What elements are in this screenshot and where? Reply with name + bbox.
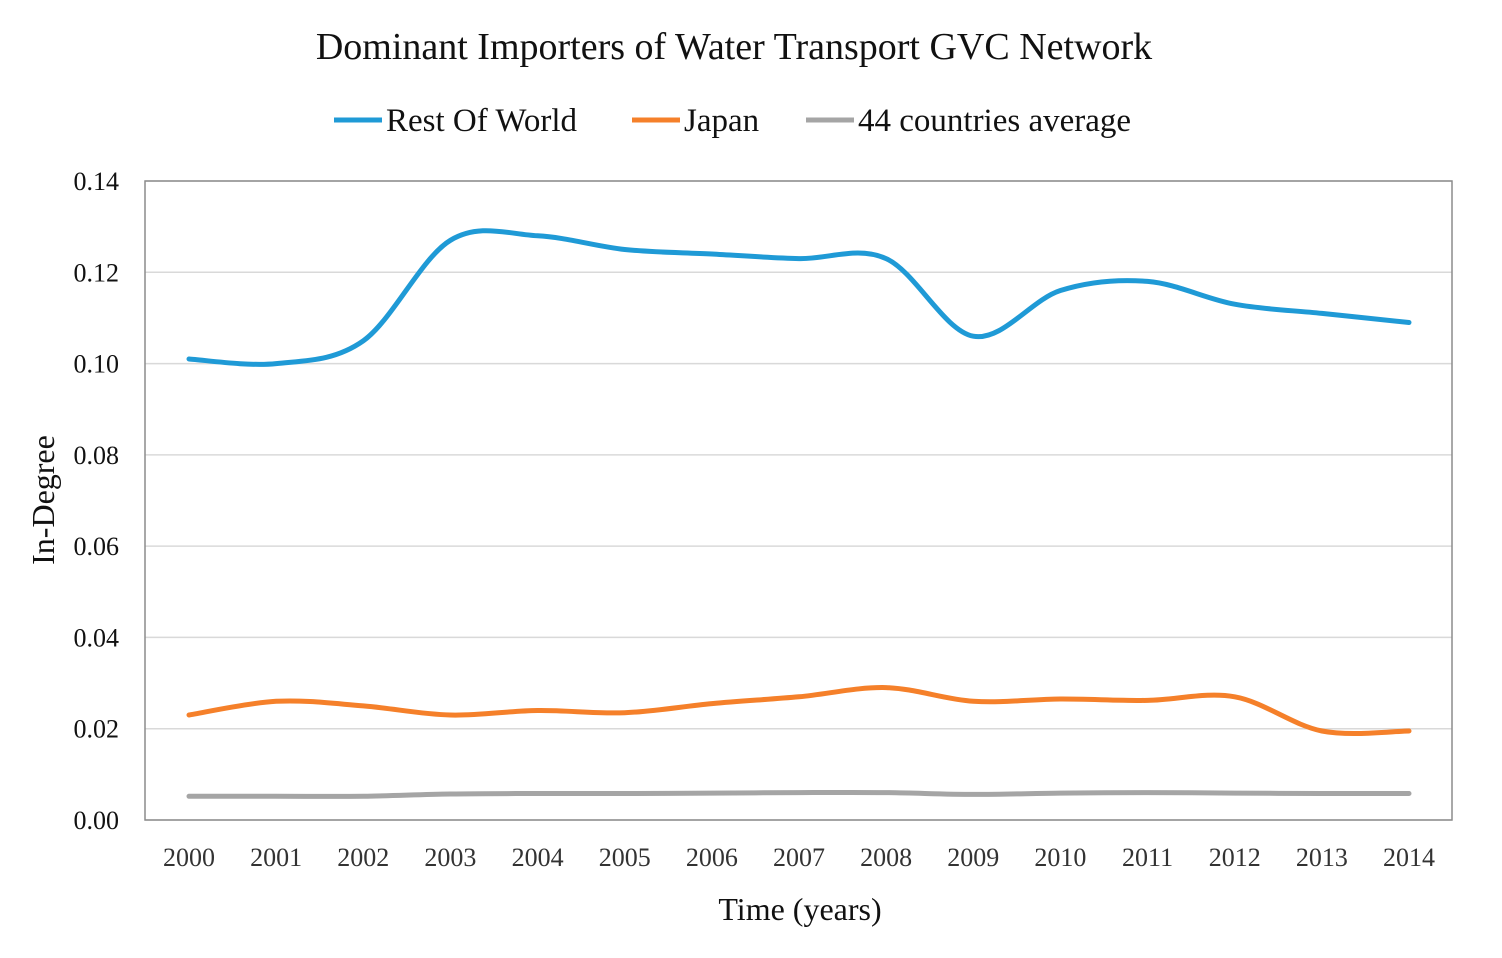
y-tick-label: 0.04 bbox=[74, 623, 120, 652]
x-tick-label: 2002 bbox=[337, 843, 389, 872]
legend: Rest Of World Japan 44 countries average bbox=[334, 103, 1131, 139]
y-tick-label: 0.00 bbox=[74, 806, 120, 835]
chart-title: Dominant Importers of Water Transport GV… bbox=[316, 26, 1152, 68]
x-tick-label: 2003 bbox=[424, 843, 476, 872]
y-axis: 0.00 0.02 0.04 0.06 0.08 0.10 0.12 0.14 bbox=[74, 167, 120, 835]
y-axis-label: In-Degree bbox=[25, 435, 61, 565]
y-tick-label: 0.12 bbox=[74, 258, 120, 287]
x-tick-label: 2012 bbox=[1209, 843, 1261, 872]
x-tick-label: 2014 bbox=[1383, 843, 1435, 872]
x-tick-label: 2007 bbox=[773, 843, 825, 872]
legend-label-44-countries-average: 44 countries average bbox=[858, 103, 1131, 139]
x-tick-label: 2000 bbox=[163, 843, 215, 872]
y-tick-label: 0.08 bbox=[74, 441, 120, 470]
x-tick-label: 2005 bbox=[599, 843, 651, 872]
x-tick-label: 2001 bbox=[250, 843, 302, 872]
x-axis: 2000 2001 2002 2003 2004 2005 2006 2007 2008 2009… bbox=[163, 843, 1435, 872]
series-line-japan bbox=[186, 685, 1412, 737]
series-lines bbox=[186, 228, 1412, 799]
x-tick-label: 2004 bbox=[512, 843, 564, 872]
legend-label-japan: Japan bbox=[684, 103, 759, 139]
x-tick-label: 2010 bbox=[1034, 843, 1086, 872]
y-tick-label: 0.06 bbox=[74, 532, 120, 561]
x-tick-label: 2006 bbox=[686, 843, 738, 872]
x-tick-label: 2009 bbox=[947, 843, 999, 872]
y-tick-label: 0.10 bbox=[74, 350, 120, 379]
x-tick-label: 2013 bbox=[1296, 843, 1348, 872]
gridlines bbox=[145, 180, 1452, 821]
legend-label-rest-of-world: Rest Of World bbox=[386, 103, 578, 139]
x-tick-label: 2011 bbox=[1122, 843, 1173, 872]
series-line-rest-of-world bbox=[186, 228, 1412, 367]
series-line-44-countries-average bbox=[186, 789, 1412, 799]
plot-area-border bbox=[144, 180, 1453, 821]
x-tick-label: 2008 bbox=[860, 843, 912, 872]
y-tick-label: 0.14 bbox=[74, 167, 120, 196]
x-axis-label: Time (years) bbox=[718, 891, 881, 927]
y-tick-label: 0.02 bbox=[74, 715, 120, 744]
